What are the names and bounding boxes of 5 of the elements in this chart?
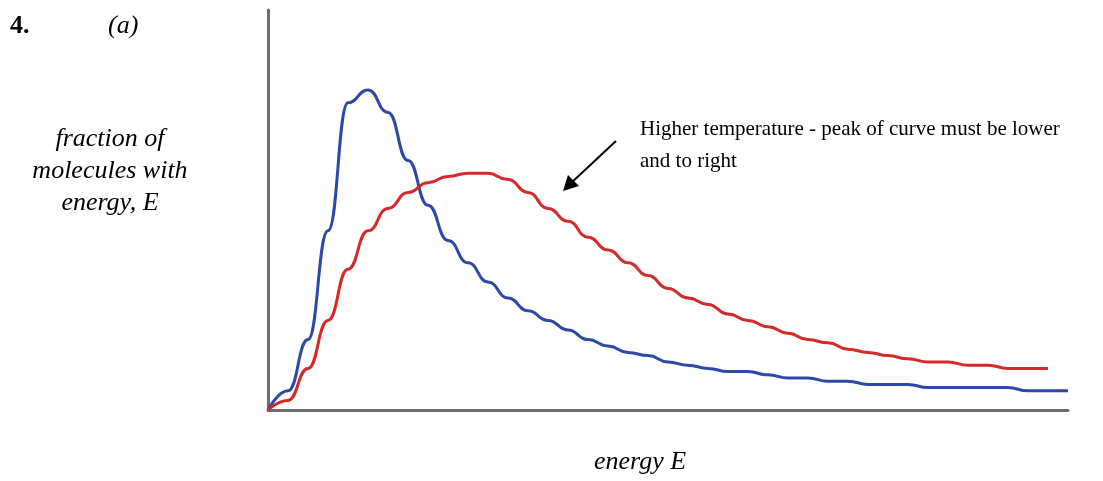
text: (a) (108, 10, 139, 40)
x-axis-title: energy E (592, 446, 688, 476)
y-axis-title: fraction of molecules with energy, E (31, 122, 189, 218)
annotation: Higher temperature - peak of curve must be lower and to right (640, 115, 1061, 174)
text: 4. (10, 10, 30, 40)
